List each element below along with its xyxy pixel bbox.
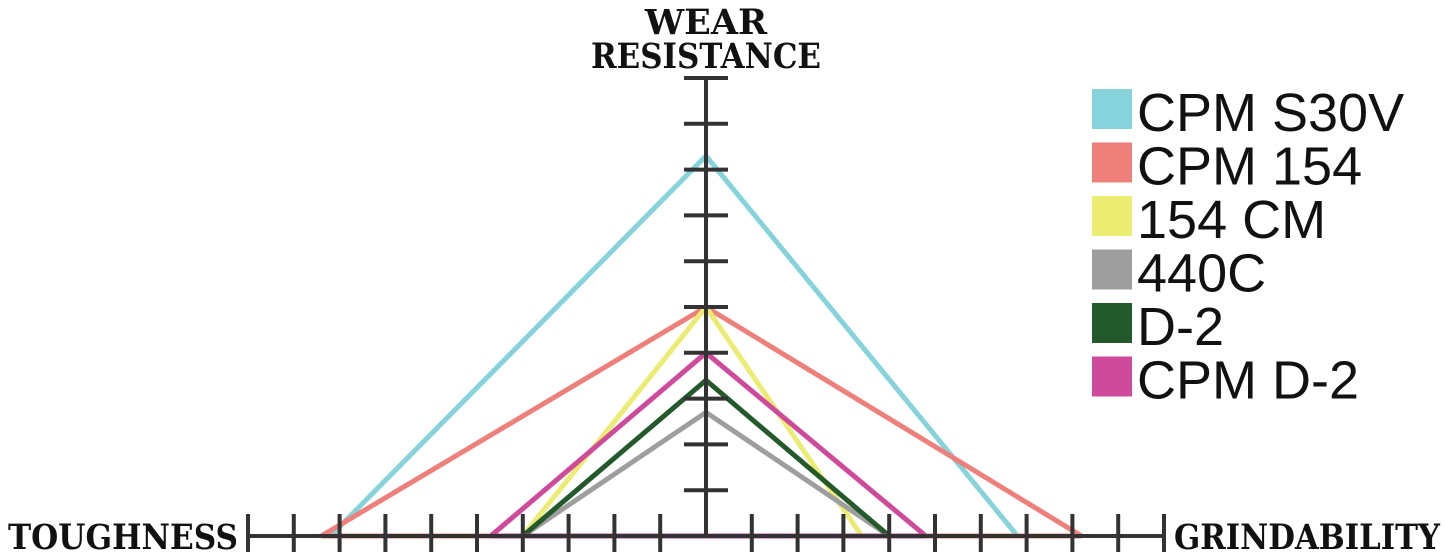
axis-title-wear-resistance: RESISTANCE [591,36,821,77]
legend-swatch-440c [1092,249,1132,290]
axis-title-wear-resistance: WEAR [644,2,768,43]
legend-label-154-cm: 154 CM [1137,190,1326,250]
legend-label-cpm-d-2: CPM D-2 [1137,351,1359,411]
series-layer [320,152,1083,539]
axis-title-toughness: TOUGHNESS [8,517,238,552]
legend-label-d-2: D-2 [1137,297,1224,357]
legend-swatch-d-2 [1092,303,1132,343]
axis-layer [246,76,1166,557]
legend-swatch-cpm-154 [1092,142,1132,183]
legend-swatch-cpm-d-2 [1092,356,1132,397]
legend-label-cpm-154: CPM 154 [1137,137,1362,197]
legend-label-440c: 440C [1137,244,1266,304]
axis-title-grindability: GRINDABILITY [1174,517,1441,552]
series-line-cpm-154 [320,304,1083,539]
legend-swatch-cpm-s30v [1092,89,1132,129]
legend-swatch-154-cm [1092,196,1132,236]
legend-label-cpm-s30v: CPM S30V [1137,83,1404,143]
